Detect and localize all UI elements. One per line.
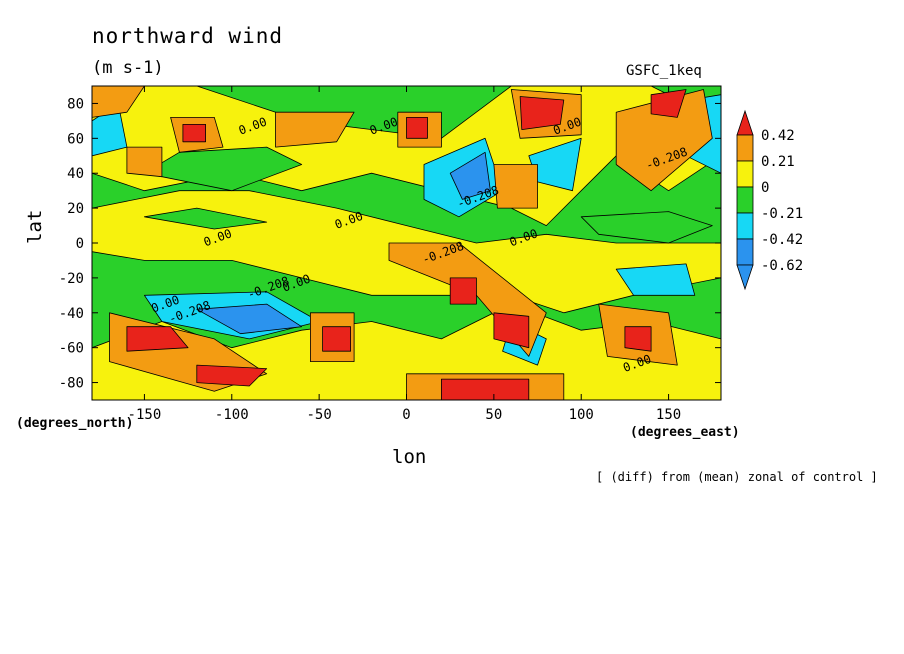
contour-region-red-e [406, 117, 428, 139]
x-axis-title: lon [392, 446, 427, 468]
contour-region-red-d [322, 326, 351, 352]
x-tick-label: 150 [656, 407, 681, 423]
contour-region-red-k [624, 326, 652, 352]
y-tick-label: -60 [59, 341, 84, 357]
contour-region-orange-g [493, 164, 538, 209]
model-label: GSFC_1keq [626, 63, 702, 79]
y-tick-label: 20 [67, 201, 84, 217]
colorbar-arrow-top [736, 109, 754, 136]
y-tick-label: 0 [76, 236, 84, 252]
y-tick-label: -40 [59, 306, 84, 322]
colorbar-swatch [736, 212, 754, 240]
x-tick-label: -100 [215, 407, 249, 423]
footnote: [ (diff) from (mean) zonal of control ] [596, 470, 878, 484]
contour-region-blue-patch-spac [196, 303, 303, 335]
contour-region-red-f [519, 96, 565, 130]
colorbar-label: -0.21 [761, 206, 803, 222]
y-tick-label: -80 [59, 376, 84, 392]
x-axis-units: (degrees_east) [630, 425, 740, 440]
contour-region-red-i [493, 312, 530, 349]
contour-region-blue-patch-npac [449, 151, 491, 200]
colorbar-label: -0.42 [761, 232, 803, 248]
contour-region-red-a [182, 124, 206, 143]
y-tick-label: 80 [67, 96, 84, 112]
contour-region-orange-nw [92, 86, 145, 118]
contour-region-green-patch-a [144, 146, 303, 192]
x-tick-label: 100 [569, 407, 594, 423]
contour-region-red-g [650, 89, 687, 118]
contour-region-cyan-patch-sio [615, 263, 696, 296]
x-tick-label: 0 [402, 407, 410, 423]
y-tick-label: 40 [67, 166, 84, 182]
chart-units: (m s-1) [92, 58, 164, 78]
y-tick-label: 60 [67, 131, 84, 147]
y-tick-label: -20 [59, 271, 84, 287]
x-tick-label: -50 [306, 407, 331, 423]
chart-title: northward wind [92, 24, 284, 48]
contour-region-red-b [126, 326, 189, 352]
contour-region-red-c [196, 364, 268, 387]
colorbar-label: 0 [761, 180, 769, 196]
contour-region-green-patch-b [144, 207, 268, 230]
y-axis-title: lat [24, 209, 46, 244]
colorbar-swatch [736, 134, 754, 162]
colorbar-swatch [736, 160, 754, 188]
colorbar-swatch [736, 238, 754, 266]
colorbar-label: -0.62 [761, 258, 803, 274]
x-tick-label: -150 [128, 407, 162, 423]
colorbar-swatch [736, 186, 754, 214]
contour-region-orange-b [126, 146, 163, 178]
contour-region-orange-f [615, 89, 713, 192]
x-tick-label: 50 [485, 407, 502, 423]
contour-region-green-patch-c [580, 211, 713, 244]
contour-region-red-j [441, 378, 530, 400]
contour-region-orange-c [275, 111, 355, 148]
colorbar-label: 0.42 [761, 128, 795, 144]
y-axis-units: (degrees_north) [16, 416, 134, 431]
contour-region-red-h [449, 277, 477, 305]
colorbar-arrow-bottom [736, 264, 754, 291]
colorbar-label: 0.21 [761, 154, 795, 170]
